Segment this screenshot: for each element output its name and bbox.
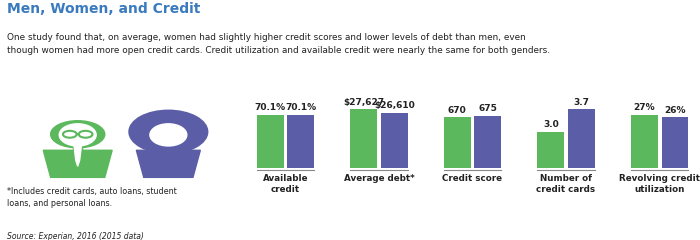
Bar xyxy=(631,114,658,168)
Text: $26,610: $26,610 xyxy=(374,101,414,110)
Text: 675: 675 xyxy=(478,104,497,113)
Bar xyxy=(257,114,284,168)
Circle shape xyxy=(141,121,195,148)
Bar xyxy=(568,109,595,168)
Bar xyxy=(381,113,407,168)
Bar xyxy=(350,109,377,168)
Polygon shape xyxy=(74,145,81,166)
Text: Available
credit: Available credit xyxy=(262,174,308,194)
Text: 70.1%: 70.1% xyxy=(255,103,286,112)
Text: 670: 670 xyxy=(448,106,467,114)
Text: *Includes credit cards, auto loans, student
loans, and personal loans.: *Includes credit cards, auto loans, stud… xyxy=(7,187,176,208)
Text: 70.1%: 70.1% xyxy=(285,103,316,112)
Text: Men, Women, and Credit: Men, Women, and Credit xyxy=(7,2,200,16)
Polygon shape xyxy=(136,150,200,177)
Text: One study found that, on average, women had slightly higher credit scores and lo: One study found that, on average, women … xyxy=(7,33,550,54)
Ellipse shape xyxy=(150,124,187,146)
Ellipse shape xyxy=(60,124,96,146)
Bar xyxy=(662,117,688,168)
Text: Credit score: Credit score xyxy=(442,174,503,183)
Polygon shape xyxy=(43,150,112,177)
Text: Revolving credit
utilization: Revolving credit utilization xyxy=(619,174,700,194)
Text: 3.0: 3.0 xyxy=(543,120,559,129)
Bar xyxy=(287,114,314,168)
FancyBboxPatch shape xyxy=(74,143,82,150)
Bar xyxy=(475,116,501,168)
FancyBboxPatch shape xyxy=(75,143,80,150)
Ellipse shape xyxy=(129,110,208,153)
Text: Average debt*: Average debt* xyxy=(344,174,414,183)
FancyBboxPatch shape xyxy=(164,143,173,150)
Text: 3.7: 3.7 xyxy=(573,98,589,107)
Bar xyxy=(538,132,564,168)
Text: Source: Experian, 2016 (2015 data): Source: Experian, 2016 (2015 data) xyxy=(7,232,144,240)
Text: Number of
credit cards: Number of credit cards xyxy=(536,174,596,194)
Circle shape xyxy=(50,121,105,148)
Text: 27%: 27% xyxy=(634,103,655,112)
Text: 26%: 26% xyxy=(664,106,685,114)
Text: $27,627: $27,627 xyxy=(343,98,384,107)
Bar xyxy=(444,117,470,168)
